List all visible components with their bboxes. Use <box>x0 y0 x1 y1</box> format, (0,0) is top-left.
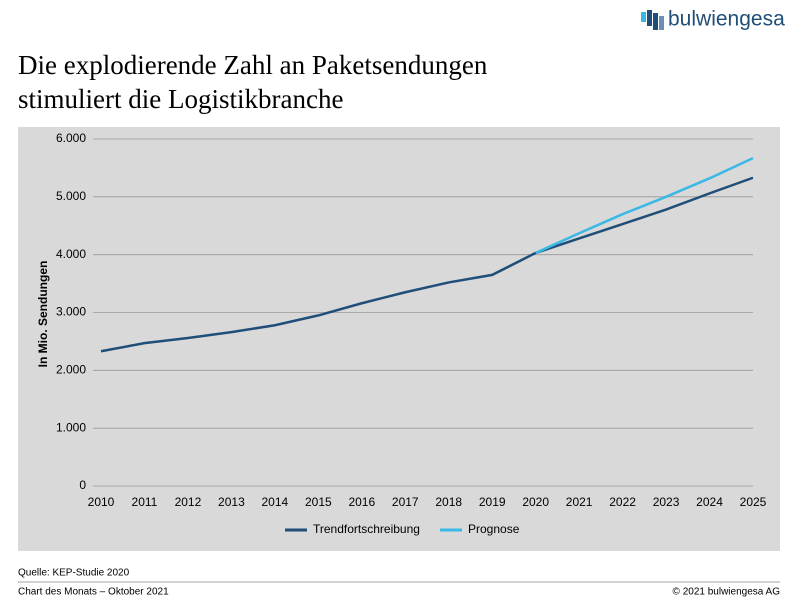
y-tick-label: 5.000 <box>56 189 86 203</box>
x-tick-label: 2012 <box>175 495 202 509</box>
x-tick-label: 2024 <box>696 495 723 509</box>
logo-icon <box>641 10 664 30</box>
x-tick-label: 2017 <box>392 495 419 509</box>
x-tick-label: 2016 <box>348 495 375 509</box>
copyright: © 2021 bulwiengesa AG <box>673 587 781 598</box>
y-tick-label: 1.000 <box>56 420 86 434</box>
legend-label: Trendfortschreibung <box>313 522 420 536</box>
y-axis-label: In Mio. Sendungen <box>36 261 50 368</box>
x-tick-label: 2011 <box>132 495 158 509</box>
x-tick-label: 2018 <box>435 495 462 509</box>
legend-label: Prognose <box>468 522 520 536</box>
line-series <box>100 176 754 353</box>
x-tick-label: 2020 <box>522 495 549 509</box>
chart-title: Die explodierende Zahl an Paketsendungen <box>18 50 488 80</box>
y-tick-label: 4.000 <box>56 247 86 261</box>
y-tick-label: 6.000 <box>56 131 86 145</box>
chart-background <box>18 127 780 551</box>
x-tick-label: 2013 <box>218 495 245 509</box>
chart-title: stimuliert die Logistikbranche <box>18 84 343 114</box>
y-tick-label: 0 <box>79 478 86 492</box>
y-tick-label: 2.000 <box>56 363 86 377</box>
x-tick-label: 2019 <box>479 495 506 509</box>
footer-series: Chart des Monats – Oktober 2021 <box>18 587 169 598</box>
line-series <box>535 156 754 255</box>
y-tick-label: 3.000 <box>56 305 86 319</box>
x-tick-label: 2022 <box>609 495 636 509</box>
x-tick-label: 2021 <box>566 495 593 509</box>
x-tick-label: 2015 <box>305 495 332 509</box>
logo-text: bulwiengesa <box>668 8 785 31</box>
x-tick-label: 2014 <box>262 495 289 509</box>
x-tick-label: 2023 <box>653 495 680 509</box>
source: Quelle: KEP-Studie 2020 <box>18 568 130 579</box>
x-tick-label: 2025 <box>740 495 767 509</box>
x-tick-label: 2010 <box>88 495 115 509</box>
